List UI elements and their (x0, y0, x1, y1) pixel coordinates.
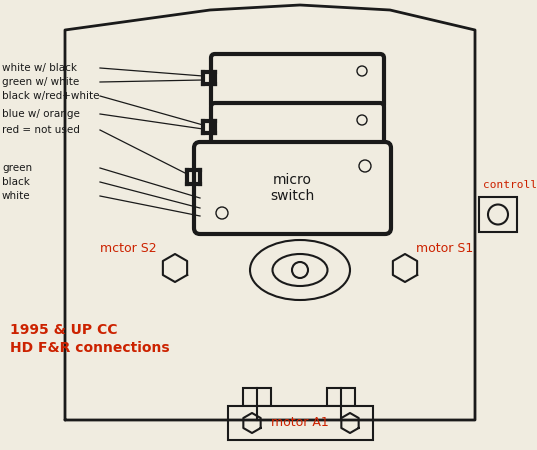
Circle shape (292, 262, 308, 278)
Ellipse shape (250, 240, 350, 300)
Text: green w/ white: green w/ white (2, 77, 79, 87)
Text: green: green (2, 163, 32, 173)
Text: white: white (2, 191, 31, 201)
Text: mctor S2: mctor S2 (100, 242, 157, 255)
Text: black w/red+white: black w/red+white (2, 91, 99, 101)
Ellipse shape (272, 254, 328, 286)
Circle shape (216, 207, 228, 219)
Circle shape (357, 115, 367, 125)
Text: white w/ black: white w/ black (2, 63, 77, 73)
Text: black: black (2, 177, 30, 187)
Circle shape (359, 160, 371, 172)
Circle shape (488, 204, 508, 225)
Text: motor S1: motor S1 (416, 242, 473, 255)
Circle shape (357, 66, 367, 76)
FancyBboxPatch shape (211, 54, 384, 109)
Bar (479, 197, 517, 232)
Text: red = not used: red = not used (2, 125, 80, 135)
FancyBboxPatch shape (211, 103, 384, 158)
Text: micro
switch: micro switch (270, 173, 315, 203)
Text: controller M-: controller M- (483, 180, 537, 190)
Bar (228, 406, 373, 440)
Text: blue w/ orange: blue w/ orange (2, 109, 80, 119)
Bar (243, 388, 271, 406)
Text: HD F&R connections: HD F&R connections (10, 341, 170, 355)
Text: motor A1: motor A1 (271, 417, 329, 429)
Text: 1995 & UP CC: 1995 & UP CC (10, 323, 118, 337)
Bar (327, 388, 355, 406)
FancyBboxPatch shape (194, 142, 391, 234)
